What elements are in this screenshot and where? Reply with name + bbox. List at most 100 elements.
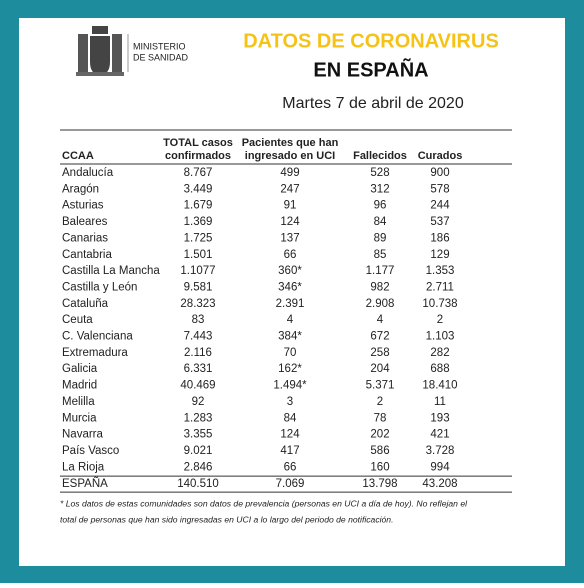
- panel: [19, 18, 565, 566]
- cell: País Vasco: [62, 445, 119, 457]
- column-header: ingresado en UCI: [245, 150, 335, 162]
- cell: 78: [374, 412, 387, 424]
- cell: 66: [284, 249, 297, 261]
- cell: 124: [280, 216, 300, 228]
- cell: 160: [370, 461, 389, 473]
- cell: 1.283: [184, 412, 213, 424]
- cell: 4: [377, 314, 384, 326]
- cell: C. Valenciana: [62, 331, 133, 343]
- cell: 92: [192, 396, 205, 408]
- coat-of-arms: [76, 26, 124, 76]
- footnote: total de personas que han sido ingresada…: [60, 514, 393, 524]
- cell: 258: [370, 347, 389, 359]
- cell: 2.846: [184, 461, 213, 473]
- cell: 247: [280, 183, 299, 195]
- cell: Extremadura: [62, 347, 128, 359]
- cell: 1.177: [366, 265, 395, 277]
- cell: 10.738: [422, 298, 457, 310]
- cell: 186: [430, 232, 449, 244]
- cell: 1.725: [184, 232, 213, 244]
- cell: Andalucía: [62, 167, 114, 179]
- cell: Madrid: [62, 380, 97, 392]
- cell: Cantabria: [62, 249, 112, 261]
- cell: 84: [374, 216, 387, 228]
- cell: 3.728: [426, 445, 455, 457]
- cell: 18.410: [422, 380, 457, 392]
- cell: 672: [370, 331, 389, 343]
- title: EN ESPAÑA: [313, 58, 428, 81]
- cell: 4: [287, 314, 294, 326]
- cell: Murcia: [62, 412, 97, 424]
- cell: 421: [430, 429, 449, 441]
- cell: 499: [280, 167, 299, 179]
- cell: Galicia: [62, 363, 98, 375]
- cell: La Rioja: [62, 461, 105, 473]
- column-header: TOTAL casos: [163, 137, 233, 149]
- cell: 2: [377, 396, 383, 408]
- cell: 688: [430, 363, 449, 375]
- cell: 3.449: [184, 183, 213, 195]
- cell: 360*: [278, 265, 302, 277]
- cell: 129: [430, 249, 449, 261]
- cell: 982: [370, 281, 389, 293]
- cell: 2.116: [184, 347, 212, 359]
- cell: 282: [430, 347, 449, 359]
- total-cell: 140.510: [177, 478, 219, 490]
- column-header: confirmados: [165, 150, 231, 162]
- cell: 2.908: [366, 298, 395, 310]
- cell: 9.581: [184, 281, 213, 293]
- total-cell: ESPAÑA: [62, 477, 108, 490]
- cell: 312: [370, 183, 389, 195]
- cell: 89: [374, 232, 387, 244]
- column-header: Fallecidos: [353, 150, 407, 162]
- cell: 3.355: [184, 429, 213, 441]
- cell: 1.353: [426, 265, 455, 277]
- cell: 417: [280, 445, 299, 457]
- cell: Melilla: [62, 396, 95, 408]
- cell: 1.494*: [273, 380, 307, 392]
- footnote: * Los datos de estas comunidades son dat…: [60, 498, 468, 508]
- cell: 994: [430, 461, 450, 473]
- cell: 1.369: [184, 216, 213, 228]
- cell: 202: [370, 429, 389, 441]
- cell: 8.767: [184, 167, 213, 179]
- cell: 586: [370, 445, 389, 457]
- title: DATOS DE CORONAVIRUS: [243, 30, 499, 52]
- cell: Cataluña: [62, 298, 109, 310]
- cell: 11: [434, 396, 446, 408]
- cell: 193: [430, 412, 449, 424]
- cell: 70: [284, 347, 297, 359]
- cell: 85: [374, 249, 387, 261]
- total-cell: 13.798: [362, 478, 397, 490]
- column-header: Pacientes que han: [242, 137, 339, 149]
- cell: 537: [430, 216, 449, 228]
- cell: 9.021: [184, 445, 213, 457]
- cell: 83: [192, 314, 205, 326]
- cell: Ceuta: [62, 314, 93, 326]
- cell: 528: [370, 167, 389, 179]
- cell: 162*: [278, 363, 302, 375]
- cell: Asturias: [62, 200, 104, 212]
- cell: 2: [437, 314, 443, 326]
- cell: 1.103: [426, 331, 455, 343]
- cell: 3: [287, 396, 293, 408]
- cell: Baleares: [62, 216, 108, 228]
- cell: 7.443: [184, 331, 213, 343]
- cell: 40.469: [180, 380, 215, 392]
- cell: 204: [370, 363, 390, 375]
- cell: 346*: [278, 281, 302, 293]
- cell: Aragón: [62, 183, 99, 195]
- cell: Castilla y León: [62, 281, 137, 293]
- cell: Castilla La Mancha: [62, 265, 160, 277]
- cell: Navarra: [62, 429, 104, 441]
- cell: 6.331: [184, 363, 213, 375]
- cell: 28.323: [180, 298, 215, 310]
- cell: 578: [430, 183, 449, 195]
- total-cell: 43.208: [422, 478, 457, 490]
- cell: 124: [280, 429, 300, 441]
- cell: 244: [430, 200, 450, 212]
- cell: 137: [280, 232, 299, 244]
- total-cell: 7.069: [276, 478, 305, 490]
